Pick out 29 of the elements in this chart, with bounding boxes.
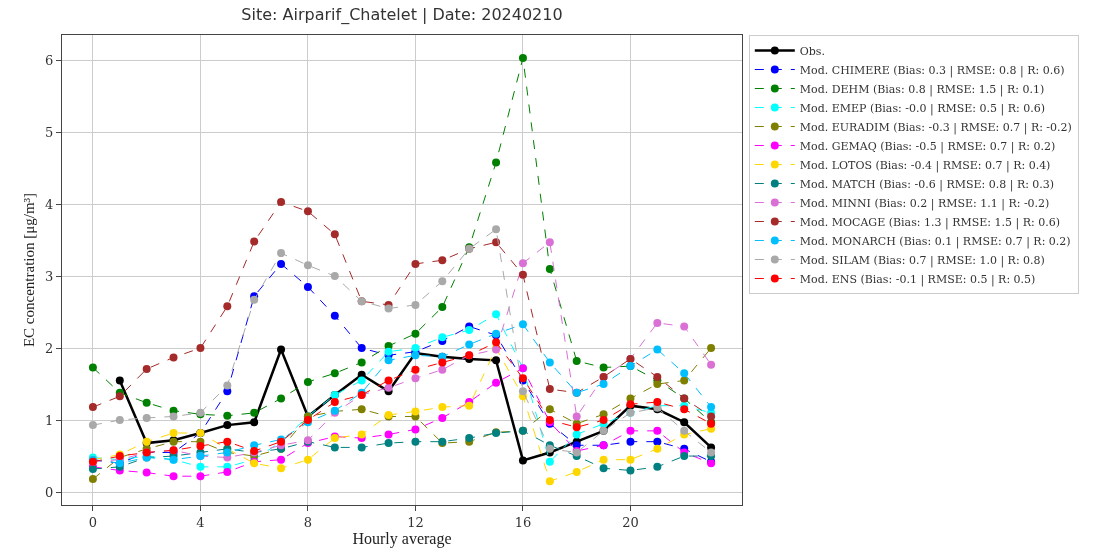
- x-tick-label: 16: [514, 514, 532, 530]
- x-tick-label: 12: [407, 514, 424, 530]
- legend-label: Mod. MONARCH (Bias: 0.1 | RMSE: 0.7 | R: 0.2): [799, 234, 1071, 249]
- y-axis-title: EC concentration [μg/m³]: [21, 192, 38, 348]
- y-tick-label: 4: [45, 196, 54, 212]
- legend-label: Obs.: [799, 44, 825, 58]
- legend-label: Mod. GEMAQ (Bias: -0.5 | RMSE: 0.7 | R: 0.2): [799, 139, 1056, 154]
- y-tick-label: 2: [45, 340, 54, 356]
- y-tick-label: 0: [45, 484, 54, 500]
- legend-label: Mod. LOTOS (Bias: -0.4 | RMSE: 0.7 | R: 0.4): [799, 158, 1051, 173]
- x-tick-label: 0: [88, 514, 98, 530]
- x-tick-label: 8: [303, 514, 313, 530]
- legend-label: Mod. MOCAGE (Bias: 1.3 | RMSE: 1.5 | R: 0.6): [799, 215, 1060, 230]
- x-tick-label: 20: [622, 514, 639, 530]
- legend-label: Mod. MATCH (Bias: -0.6 | RMSE: 0.8 | R: 0.3): [799, 177, 1055, 192]
- legend-label: Mod. SILAM (Bias: 0.7 | RMSE: 1.0 | R: 0.8): [799, 253, 1045, 268]
- legend-label: Mod. EURADIM (Bias: -0.3 | RMSE: 0.7 | R: -0.2): [799, 120, 1072, 135]
- y-tick-label: 3: [45, 268, 54, 284]
- legend-label: Mod. EMEP (Bias: -0.0 | RMSE: 0.5 | R: 0.6): [799, 101, 1045, 116]
- x-tick-label: 4: [196, 514, 205, 530]
- legend-label: Mod. DEHM (Bias: 0.8 | RMSE: 1.5 | R: 0.1): [799, 82, 1045, 97]
- legend-label: Mod. CHIMERE (Bias: 0.3 | RMSE: 0.8 | R: 0.6): [799, 63, 1065, 78]
- y-tick-label: 1: [45, 412, 54, 428]
- y-tick-label: 6: [45, 52, 54, 68]
- legend-label: Mod. ENS (Bias: -0.1 | RMSE: 0.5 | R: 0.5): [799, 272, 1036, 287]
- legend-label: Mod. MINNI (Bias: 0.2 | RMSE: 1.1 | R: -0.2): [799, 196, 1050, 211]
- y-tick-label: 5: [45, 124, 54, 140]
- chart-title: Site: Airparif_Chatelet | Date: 20240210: [241, 4, 563, 25]
- x-axis-title: Hourly average: [352, 530, 452, 549]
